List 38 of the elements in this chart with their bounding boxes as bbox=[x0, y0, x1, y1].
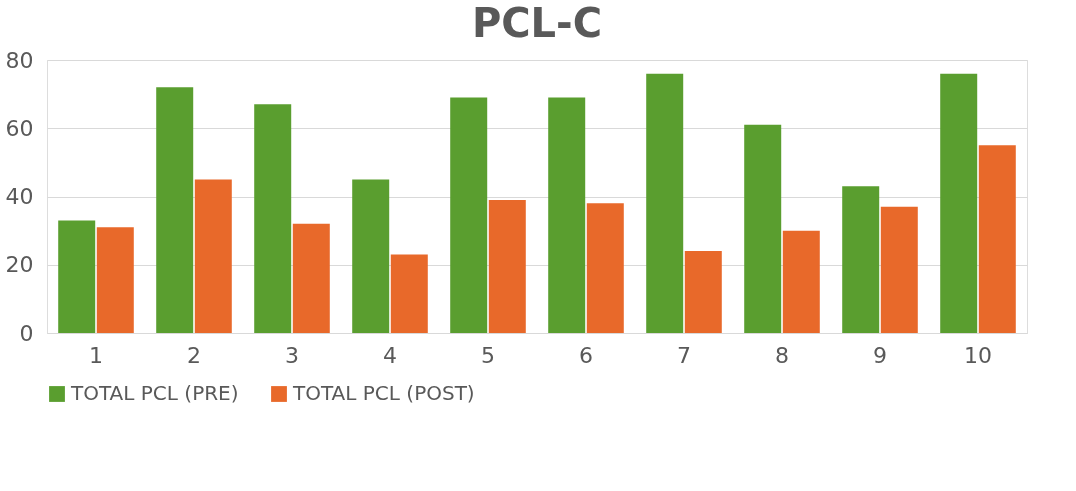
bar bbox=[548, 97, 586, 333]
bar bbox=[450, 97, 488, 333]
y-tick-label: 80 bbox=[5, 47, 34, 73]
bar bbox=[488, 199, 526, 333]
bar bbox=[390, 254, 428, 333]
y-tick-label: 60 bbox=[5, 115, 34, 141]
bar bbox=[352, 179, 390, 333]
x-tick-label: 2 bbox=[187, 342, 201, 368]
x-tick-label: 3 bbox=[285, 342, 299, 368]
bar bbox=[940, 73, 978, 333]
bar bbox=[156, 87, 194, 333]
bar bbox=[782, 230, 820, 333]
y-tick-label: 40 bbox=[5, 184, 34, 209]
bar bbox=[254, 104, 292, 333]
chart-title: PCL-C bbox=[471, 0, 603, 46]
bar bbox=[646, 73, 684, 333]
legend-label: TOTAL PCL (PRE) bbox=[70, 381, 239, 405]
x-tick-label: 6 bbox=[579, 342, 593, 368]
bar bbox=[586, 203, 624, 333]
bar bbox=[58, 220, 96, 333]
x-tick-label: 10 bbox=[964, 342, 992, 368]
bar bbox=[194, 179, 232, 333]
x-tick-label: 4 bbox=[383, 342, 397, 368]
x-tick-label: 5 bbox=[481, 342, 495, 368]
bar bbox=[880, 206, 918, 333]
bar bbox=[842, 186, 880, 333]
x-tick-label: 1 bbox=[89, 342, 103, 368]
bar bbox=[292, 223, 330, 333]
bar bbox=[978, 145, 1016, 333]
y-tick-label: 0 bbox=[19, 320, 34, 346]
bar bbox=[684, 251, 722, 333]
bar bbox=[744, 124, 782, 333]
y-tick-label: 20 bbox=[5, 252, 34, 278]
legend-label: TOTAL PCL (POST) bbox=[292, 381, 475, 405]
x-tick-label: 7 bbox=[677, 342, 691, 368]
x-tick-label: 9 bbox=[873, 342, 887, 368]
bar bbox=[96, 227, 134, 333]
x-tick-label: 8 bbox=[775, 342, 789, 368]
